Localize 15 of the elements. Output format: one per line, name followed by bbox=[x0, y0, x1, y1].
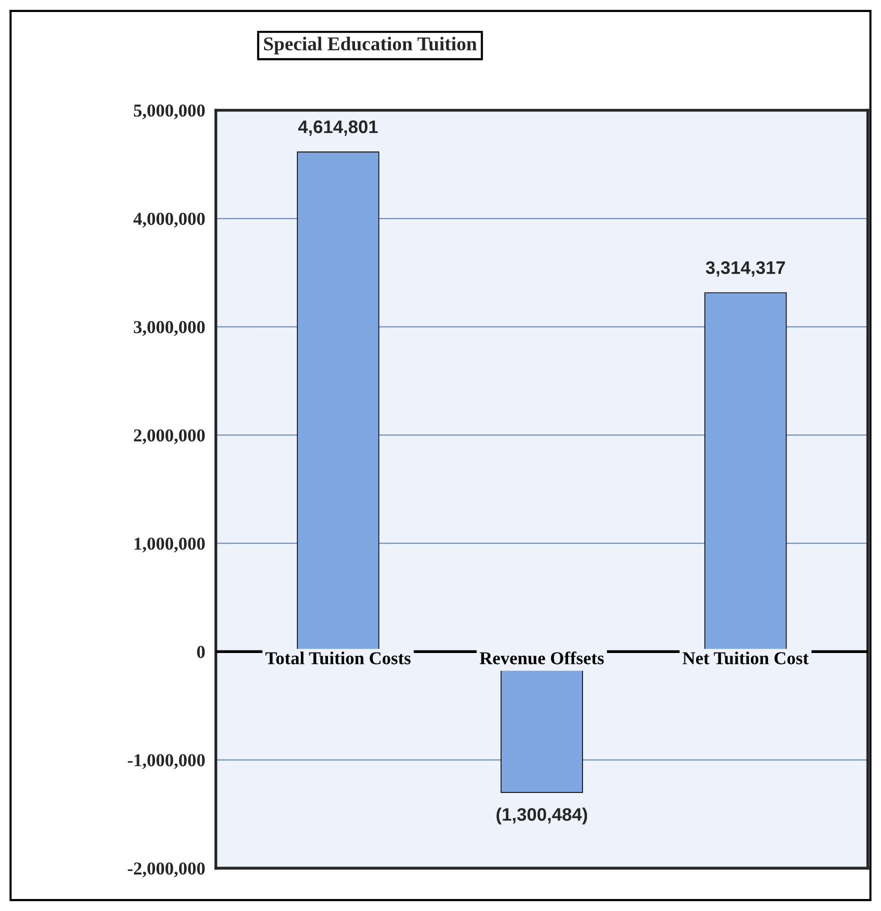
data-label: 3,314,317 bbox=[706, 261, 785, 277]
y-tick-label: 2,000,000 bbox=[134, 429, 205, 444]
y-tick-label: 0 bbox=[197, 646, 205, 658]
data-label: (1,300,484) bbox=[496, 808, 588, 824]
chart-title: Special Education Tuition bbox=[264, 36, 477, 54]
y-tick-label: 1,000,000 bbox=[134, 538, 205, 552]
y-tick-label: 5,000,000 bbox=[134, 104, 205, 120]
x-tick-label: Revenue Offsets bbox=[480, 651, 604, 664]
y-tick-label: -1,000,000 bbox=[128, 754, 205, 769]
y-tick-label: 4,000,000 bbox=[133, 212, 205, 228]
y-tick-label: 3,000,000 bbox=[134, 321, 205, 336]
y-tick-label: -2,000,000 bbox=[128, 862, 205, 878]
x-tick-label: Net Tuition Cost bbox=[682, 652, 809, 664]
x-tick-label: Total Tuition Costs bbox=[265, 652, 411, 664]
data-label: 4,614,801 bbox=[298, 120, 378, 136]
